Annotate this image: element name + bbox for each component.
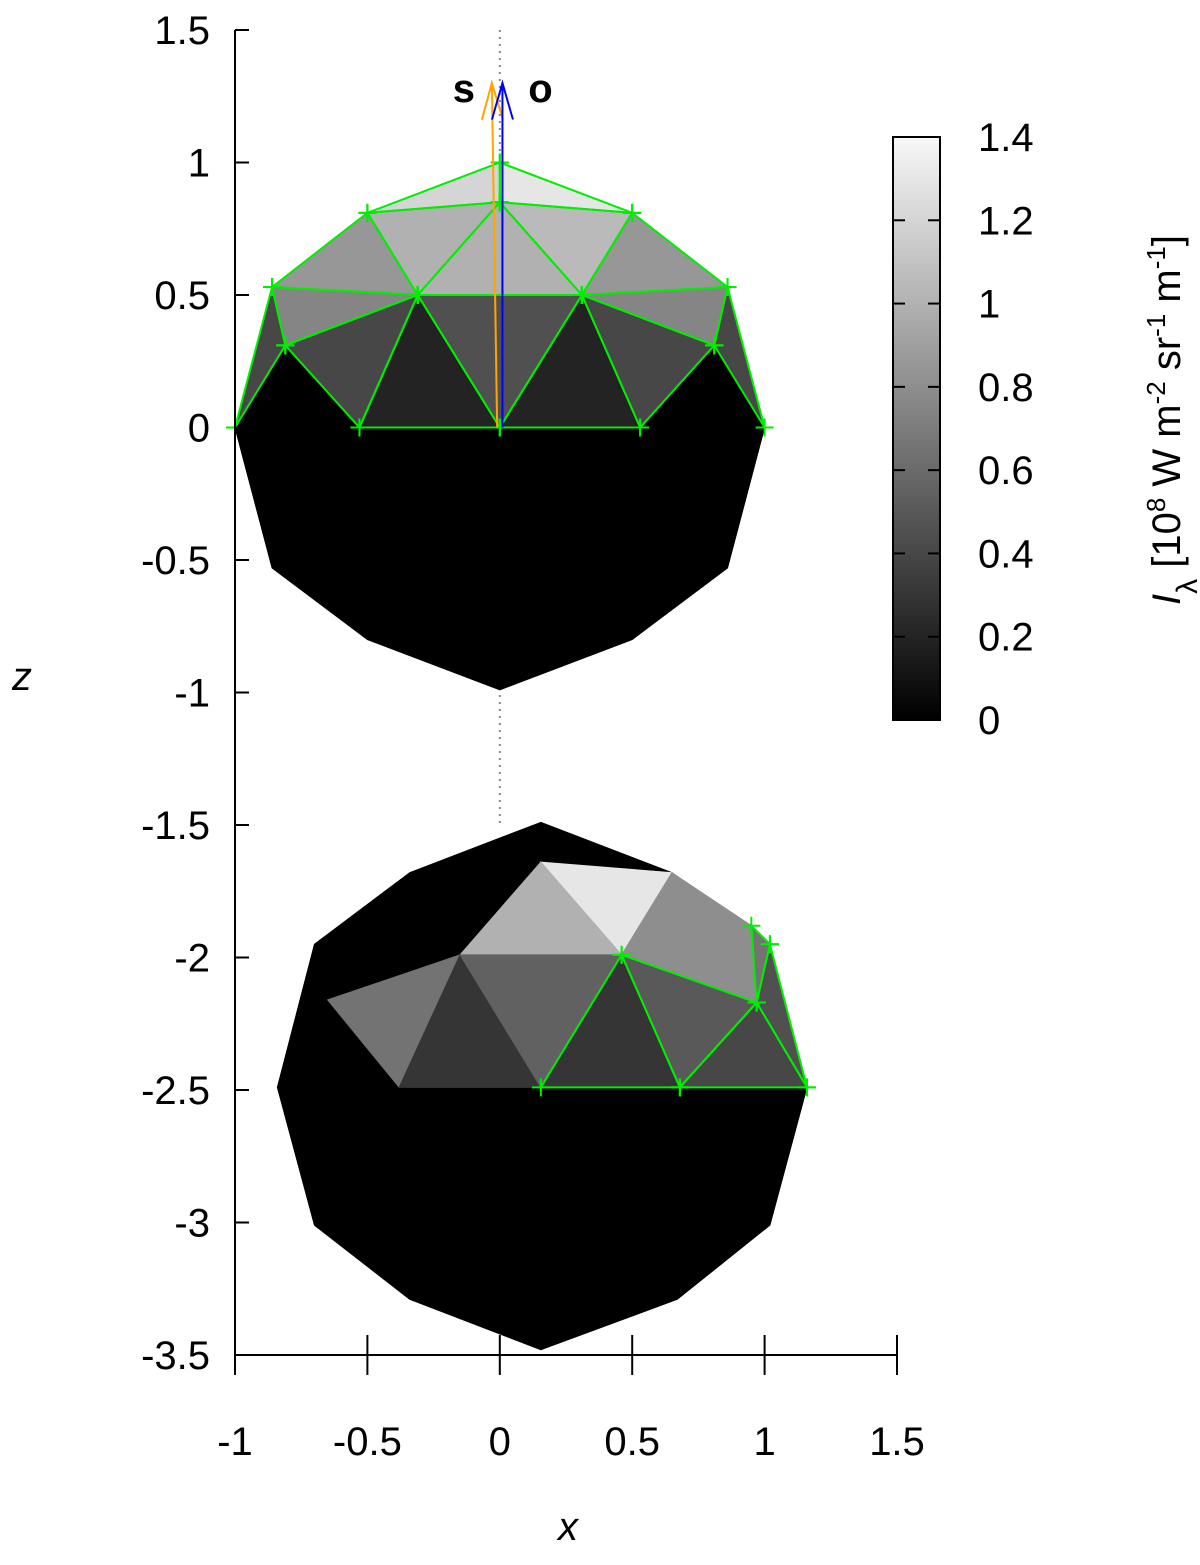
colorbar-tick-label: 0.8: [978, 366, 1034, 410]
x-tick-label: -1: [217, 1420, 253, 1464]
x-tick-label: 0: [489, 1420, 511, 1464]
colorbar: [893, 137, 940, 720]
y-tick-label: -1.5: [141, 804, 210, 848]
y-tick-label: 1: [188, 142, 210, 186]
colorbar-tick-label: 1.4: [978, 116, 1034, 160]
colorbar-label: Iλ [108 W m-2 sr-1 m-1]: [1141, 235, 1200, 605]
y-tick-label: -2.5: [141, 1069, 210, 1113]
arrow-label: o: [528, 67, 552, 111]
y-tick-label: -3: [174, 1202, 210, 1246]
x-axis-label: x: [556, 1505, 580, 1549]
y-tick-label: 0: [188, 407, 210, 451]
colorbar-label-part: -2: [1141, 381, 1171, 404]
x-tick-label: 1.5: [869, 1420, 925, 1464]
y-tick-label: 0.5: [154, 274, 210, 318]
colorbar-tick-label: 1.2: [978, 199, 1034, 243]
colorbar-tick-label: 0.2: [978, 616, 1034, 660]
colorbar-label-part: 8: [1141, 498, 1171, 512]
y-tick-label: -1: [174, 672, 210, 716]
facet: [235, 428, 765, 690]
colorbar-label-part: I: [1145, 594, 1189, 605]
x-tick-label: -0.5: [333, 1420, 402, 1464]
colorbar-label-part: [10: [1145, 512, 1189, 579]
x-tick-label: 0.5: [604, 1420, 660, 1464]
y-tick-label: -0.5: [141, 539, 210, 583]
colorbar-tick-label: 0.6: [978, 449, 1034, 493]
colorbar-tick-label: 0.4: [978, 532, 1034, 576]
y-tick-label: 1.5: [154, 9, 210, 53]
colorbar-label-part: m: [1145, 269, 1189, 313]
colorbar-tick-label: 0: [978, 699, 1000, 743]
colorbar-label-part: -1: [1141, 314, 1171, 337]
y-axis-label: z: [11, 655, 32, 699]
arrow-label: s: [453, 67, 475, 111]
colorbar-tick-label: 1: [978, 283, 1000, 327]
colorbar-label-part: λ: [1171, 579, 1200, 594]
colorbar-label-part: -1: [1141, 246, 1171, 269]
x-tick-label: 1: [753, 1420, 775, 1464]
y-tick-label: -3.5: [141, 1334, 210, 1378]
colorbar-label-part: W m: [1145, 404, 1189, 497]
colorbar-label-part: ]: [1145, 235, 1189, 246]
y-tick-label: -2: [174, 937, 210, 981]
colorbar-label-part: sr: [1145, 337, 1189, 381]
